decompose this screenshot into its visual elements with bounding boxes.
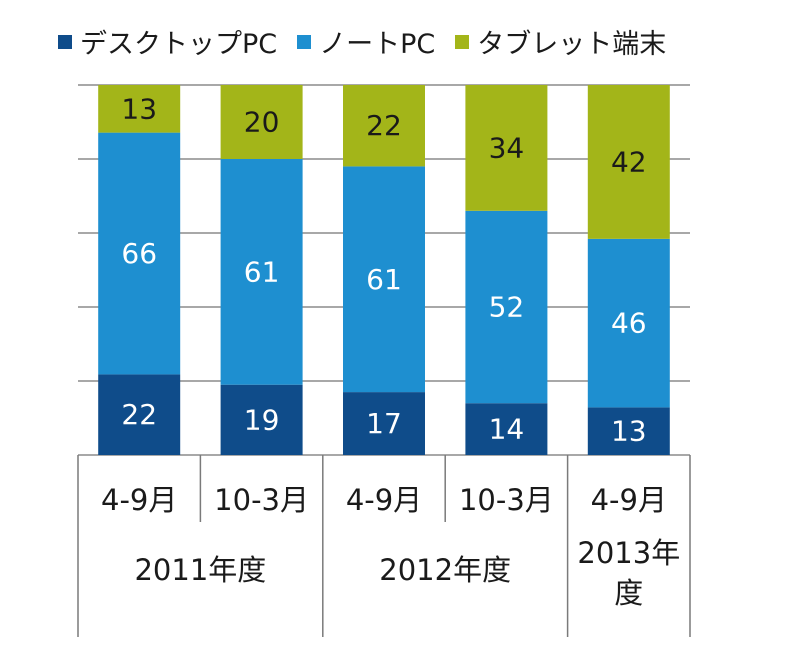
data-label: 17	[366, 407, 402, 440]
bar-segment-notebook	[465, 210, 548, 404]
group-label: 2011年度	[134, 553, 266, 587]
data-label: 52	[489, 291, 525, 324]
data-label: 19	[244, 403, 280, 436]
bar-segment-desktop	[587, 407, 670, 455]
category-label: 4-9月	[591, 483, 667, 517]
bar-segment-tablet	[220, 85, 303, 159]
legend-item-desktop: デスクトップPC	[58, 22, 277, 61]
legend: デスクトップPC ノートPC タブレット端末	[58, 22, 686, 61]
data-label: 14	[489, 413, 525, 446]
data-label: 22	[366, 109, 402, 142]
legend-item-tablet: タブレット端末	[455, 22, 666, 61]
bar-segment-desktop	[220, 384, 303, 455]
bar-segment-tablet	[343, 85, 425, 167]
legend-item-notebook: ノートPC	[297, 22, 435, 61]
legend-label-desktop: デスクトップPC	[80, 29, 278, 60]
group-label: 度	[614, 576, 643, 610]
legend-swatch-notebook	[297, 34, 312, 49]
legend-swatch-desktop	[58, 34, 72, 49]
category-label: 10-3月	[459, 483, 554, 517]
legend-swatch-tablet	[455, 34, 470, 49]
bar-segment-notebook	[587, 238, 670, 408]
category-label: 10-3月	[214, 483, 309, 517]
legend-label-tablet: タブレット端末	[477, 29, 667, 60]
bar-segment-tablet	[587, 85, 670, 239]
data-label: 61	[366, 263, 402, 296]
legend-label-notebook: ノートPC	[319, 29, 436, 60]
data-label: 20	[244, 106, 280, 139]
data-label: 42	[611, 145, 647, 178]
category-label: 4-9月	[346, 483, 422, 517]
data-label: 34	[489, 131, 525, 164]
group-label: 2012年度	[379, 553, 511, 587]
bar-segment-tablet	[98, 85, 181, 133]
bar-segment-desktop	[343, 392, 425, 455]
data-label: 22	[121, 398, 157, 431]
data-label: 66	[121, 237, 157, 270]
group-label: 2013年	[577, 536, 680, 570]
bar-segment-desktop	[98, 374, 181, 455]
bar-segment-desktop	[465, 403, 548, 455]
bar-segment-notebook	[220, 159, 303, 385]
bar-segment-notebook	[98, 132, 181, 375]
data-label: 13	[611, 415, 647, 448]
data-label: 13	[121, 92, 157, 125]
bar-segment-notebook	[343, 166, 425, 393]
bar-segment-tablet	[465, 85, 548, 211]
category-label: 4-9月	[101, 483, 177, 517]
data-label: 61	[244, 255, 280, 288]
data-label: 46	[611, 307, 647, 340]
